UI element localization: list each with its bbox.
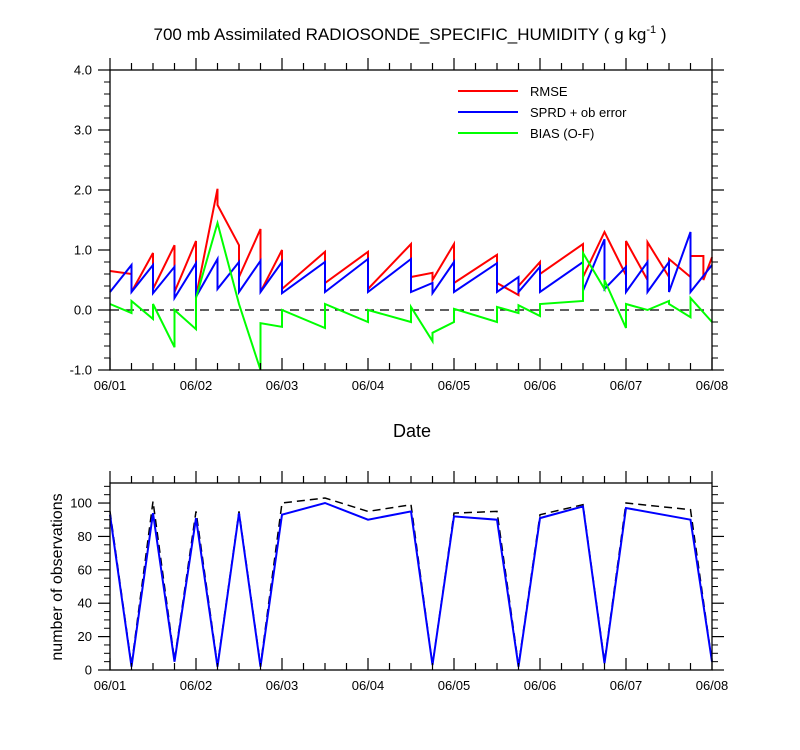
x-tick-label: 06/05 (438, 378, 471, 393)
y-tick-label: -1.0 (70, 363, 92, 378)
y-tick-label: 20 (78, 629, 92, 644)
bottom-axis-ticks (98, 471, 724, 671)
y-tick-label: 4.0 (74, 63, 92, 78)
x-tick-label: 06/02 (180, 678, 213, 693)
series-line-bias-o-f (109, 219, 713, 371)
top-legend: RMSE SPRD + ob error BIAS (O-F) (458, 84, 627, 141)
x-tick-label: 06/04 (352, 378, 385, 393)
x-tick-label: 06/08 (696, 678, 729, 693)
x-tick-label: 06/05 (438, 678, 471, 693)
series-line-sprd-ob-error (109, 231, 713, 302)
legend-label: SPRD + ob error (530, 105, 627, 120)
series-line-possible (109, 497, 713, 666)
x-tick-label: 06/04 (352, 678, 385, 693)
y-tick-label: 80 (78, 529, 92, 544)
legend-label: BIAS (O-F) (530, 126, 594, 141)
y-tick-label: 100 (70, 496, 92, 511)
series-line-used (109, 501, 713, 667)
y-tick-label: 60 (78, 562, 92, 577)
top-series-lines (109, 188, 713, 371)
x-tick-label: 06/07 (610, 378, 643, 393)
bottom-y-axis-title: number of observations (49, 493, 66, 660)
bottom-tick-labels: 06/01 06/02 06/03 06/04 06/05 06/06 06/07 06/08… (70, 496, 728, 693)
x-tick-label: 06/07 (610, 678, 643, 693)
y-tick-label: 40 (78, 596, 92, 611)
top-x-axis-title: Date (393, 421, 431, 441)
x-tick-label: 06/03 (266, 378, 299, 393)
legend-label: RMSE (530, 84, 568, 99)
chart-title: 700 mb Assimilated RADIOSONDE_SPECIFIC_H… (154, 24, 667, 44)
x-tick-label: 06/01 (94, 678, 127, 693)
x-tick-label: 06/01 (94, 378, 127, 393)
x-tick-label: 06/08 (696, 378, 729, 393)
y-tick-label: 0 (85, 663, 92, 678)
chart-title-main: 700 mb Assimilated RADIOSONDE_SPECIFIC_H… (154, 25, 647, 44)
x-tick-label: 06/06 (524, 678, 557, 693)
y-tick-label: 3.0 (74, 123, 92, 138)
y-tick-label: 1.0 (74, 243, 92, 258)
bottom-series-lines (109, 497, 713, 667)
x-tick-label: 06/02 (180, 378, 213, 393)
x-tick-label: 06/03 (266, 678, 299, 693)
chart-title-superscript: -1 (646, 24, 656, 36)
y-tick-label: 2.0 (74, 183, 92, 198)
x-tick-label: 06/06 (524, 378, 557, 393)
chart-title-end: ) (656, 25, 666, 44)
top-tick-labels: 06/01 06/02 06/03 06/04 06/05 06/06 06/07 06/08… (70, 63, 729, 394)
top-axis-ticks (98, 58, 724, 371)
y-tick-label: 0.0 (74, 303, 92, 318)
